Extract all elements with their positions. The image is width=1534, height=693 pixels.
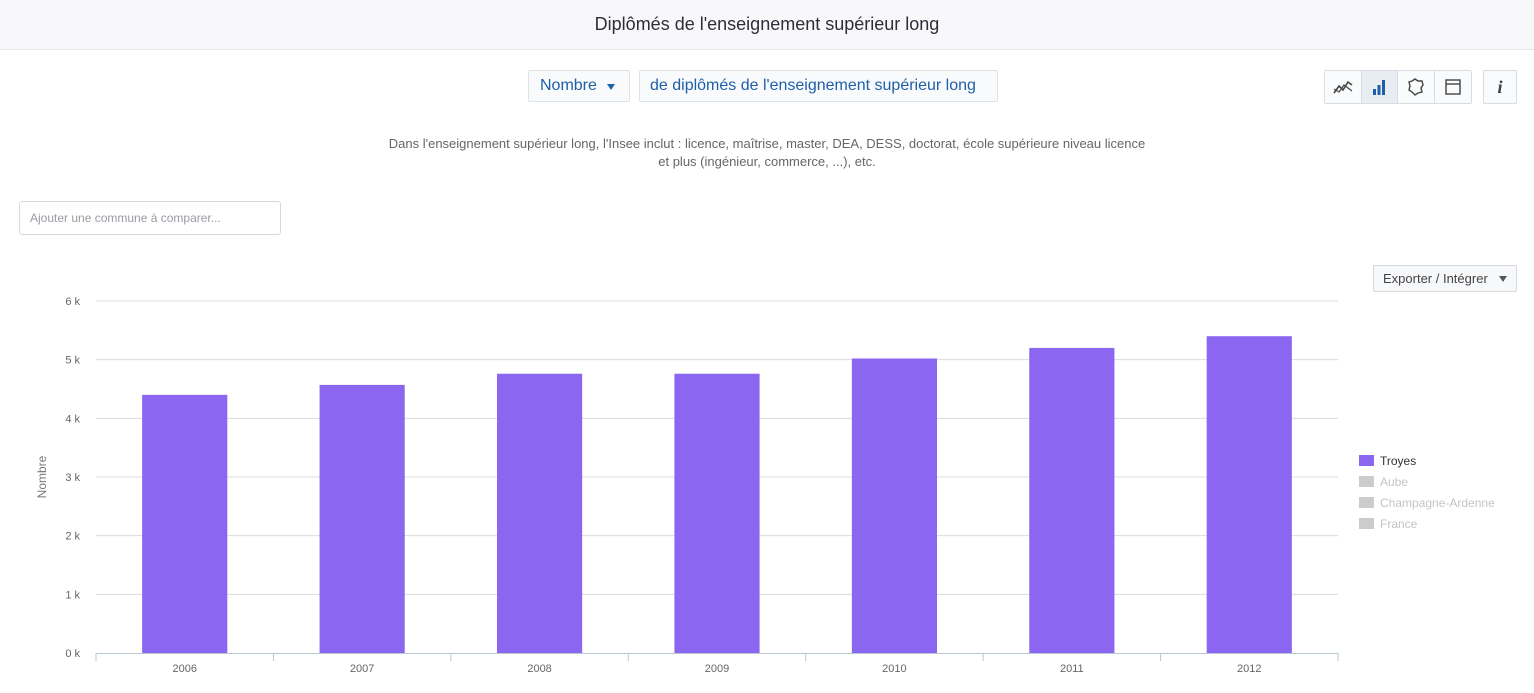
table-icon: [1445, 79, 1461, 95]
page-title: Diplômés de l'enseignement supérieur lon…: [594, 14, 940, 34]
indicator-selector: Nombre de diplômés de l'enseignement sup…: [0, 70, 1534, 104]
x-axis: [95, 653, 1339, 661]
bar-2008[interactable]: [496, 373, 583, 653]
legend-item[interactable]: Troyes: [1359, 450, 1495, 471]
line-chart-icon: [1333, 80, 1353, 94]
measure-dropdown[interactable]: Nombre: [528, 70, 630, 102]
view-toggle-group: [1324, 70, 1472, 104]
y-tick-label: 4 k: [65, 413, 80, 425]
bar-2009[interactable]: [674, 373, 760, 653]
bar-2012[interactable]: [1206, 336, 1292, 653]
legend-swatch: [1359, 518, 1374, 529]
y-tick-label: 3 k: [65, 472, 80, 484]
bar-2006[interactable]: [142, 394, 228, 653]
bar-chart-view-button[interactable]: [1361, 71, 1398, 103]
x-axis-ticks: 2006 2007 2008 2009 2010 2011 2012: [172, 663, 1261, 675]
bar-2011[interactable]: [1029, 347, 1115, 653]
bar-chart-icon: [1373, 80, 1386, 95]
info-icon: i: [1497, 76, 1503, 97]
bar-2010[interactable]: [851, 358, 938, 653]
legend-item[interactable]: France: [1359, 513, 1495, 534]
legend-label: Champagne-Ardenne: [1380, 495, 1495, 510]
chart-legend: Troyes Aube Champagne-Ardenne France: [1359, 450, 1495, 534]
page-header: Diplômés de l'enseignement supérieur lon…: [0, 0, 1534, 50]
y-tick-label: 5 k: [65, 355, 80, 367]
legend-label: France: [1380, 516, 1418, 531]
measure-label: Nombre: [540, 77, 597, 94]
indicator-description: Dans l'enseignement supérieur long, l'In…: [388, 136, 1146, 169]
x-tick-label: 2008: [527, 663, 551, 675]
bar-2007[interactable]: [319, 384, 405, 653]
export-caret-icon: [1499, 276, 1507, 282]
y-axis-ticks: 0 k 1 k 2 k 3 k 4 k 5 k 6 k: [65, 296, 80, 660]
y-tick-label: 0 k: [65, 648, 80, 660]
x-tick-label: 2012: [1237, 663, 1261, 675]
x-tick-label: 2006: [172, 663, 196, 675]
legend-item[interactable]: Aube: [1359, 471, 1495, 492]
map-icon: [1407, 78, 1424, 96]
legend-item[interactable]: Champagne-Ardenne: [1359, 492, 1495, 513]
y-tick-label: 6 k: [65, 296, 80, 308]
y-tick-label: 1 k: [65, 589, 80, 601]
x-tick-label: 2011: [1060, 663, 1084, 675]
legend-swatch: [1359, 497, 1374, 508]
x-tick-label: 2007: [350, 663, 374, 675]
dropdown-caret-icon: [607, 84, 615, 90]
bar-chart: 0 k1 k2 k3 k4 k5 k6 k 2006 2007 2008 2009 20…: [35, 296, 1339, 675]
legend-swatch: [1359, 476, 1374, 487]
y-axis-label: Nombre: [35, 455, 49, 498]
y-tick-label: 2 k: [65, 531, 80, 543]
indicator-label: de diplômés de l'enseignement supérieur …: [650, 77, 976, 94]
compare-commune-input[interactable]: [19, 201, 281, 235]
x-tick-label: 2010: [882, 663, 906, 675]
indicator-button[interactable]: de diplômés de l'enseignement supérieur …: [639, 70, 998, 102]
x-tick-label: 2009: [705, 663, 729, 675]
bars: [142, 336, 1292, 653]
legend-swatch: [1359, 455, 1374, 466]
table-view-button[interactable]: [1434, 71, 1471, 103]
legend-label: Aube: [1380, 474, 1409, 489]
export-label: Exporter / Intégrer: [1383, 271, 1488, 286]
info-button[interactable]: i: [1483, 70, 1517, 104]
map-view-button[interactable]: [1398, 71, 1435, 103]
legend-label: Troyes: [1380, 453, 1417, 468]
export-button[interactable]: Exporter / Intégrer: [1373, 265, 1517, 292]
line-chart-view-button[interactable]: [1325, 71, 1362, 103]
